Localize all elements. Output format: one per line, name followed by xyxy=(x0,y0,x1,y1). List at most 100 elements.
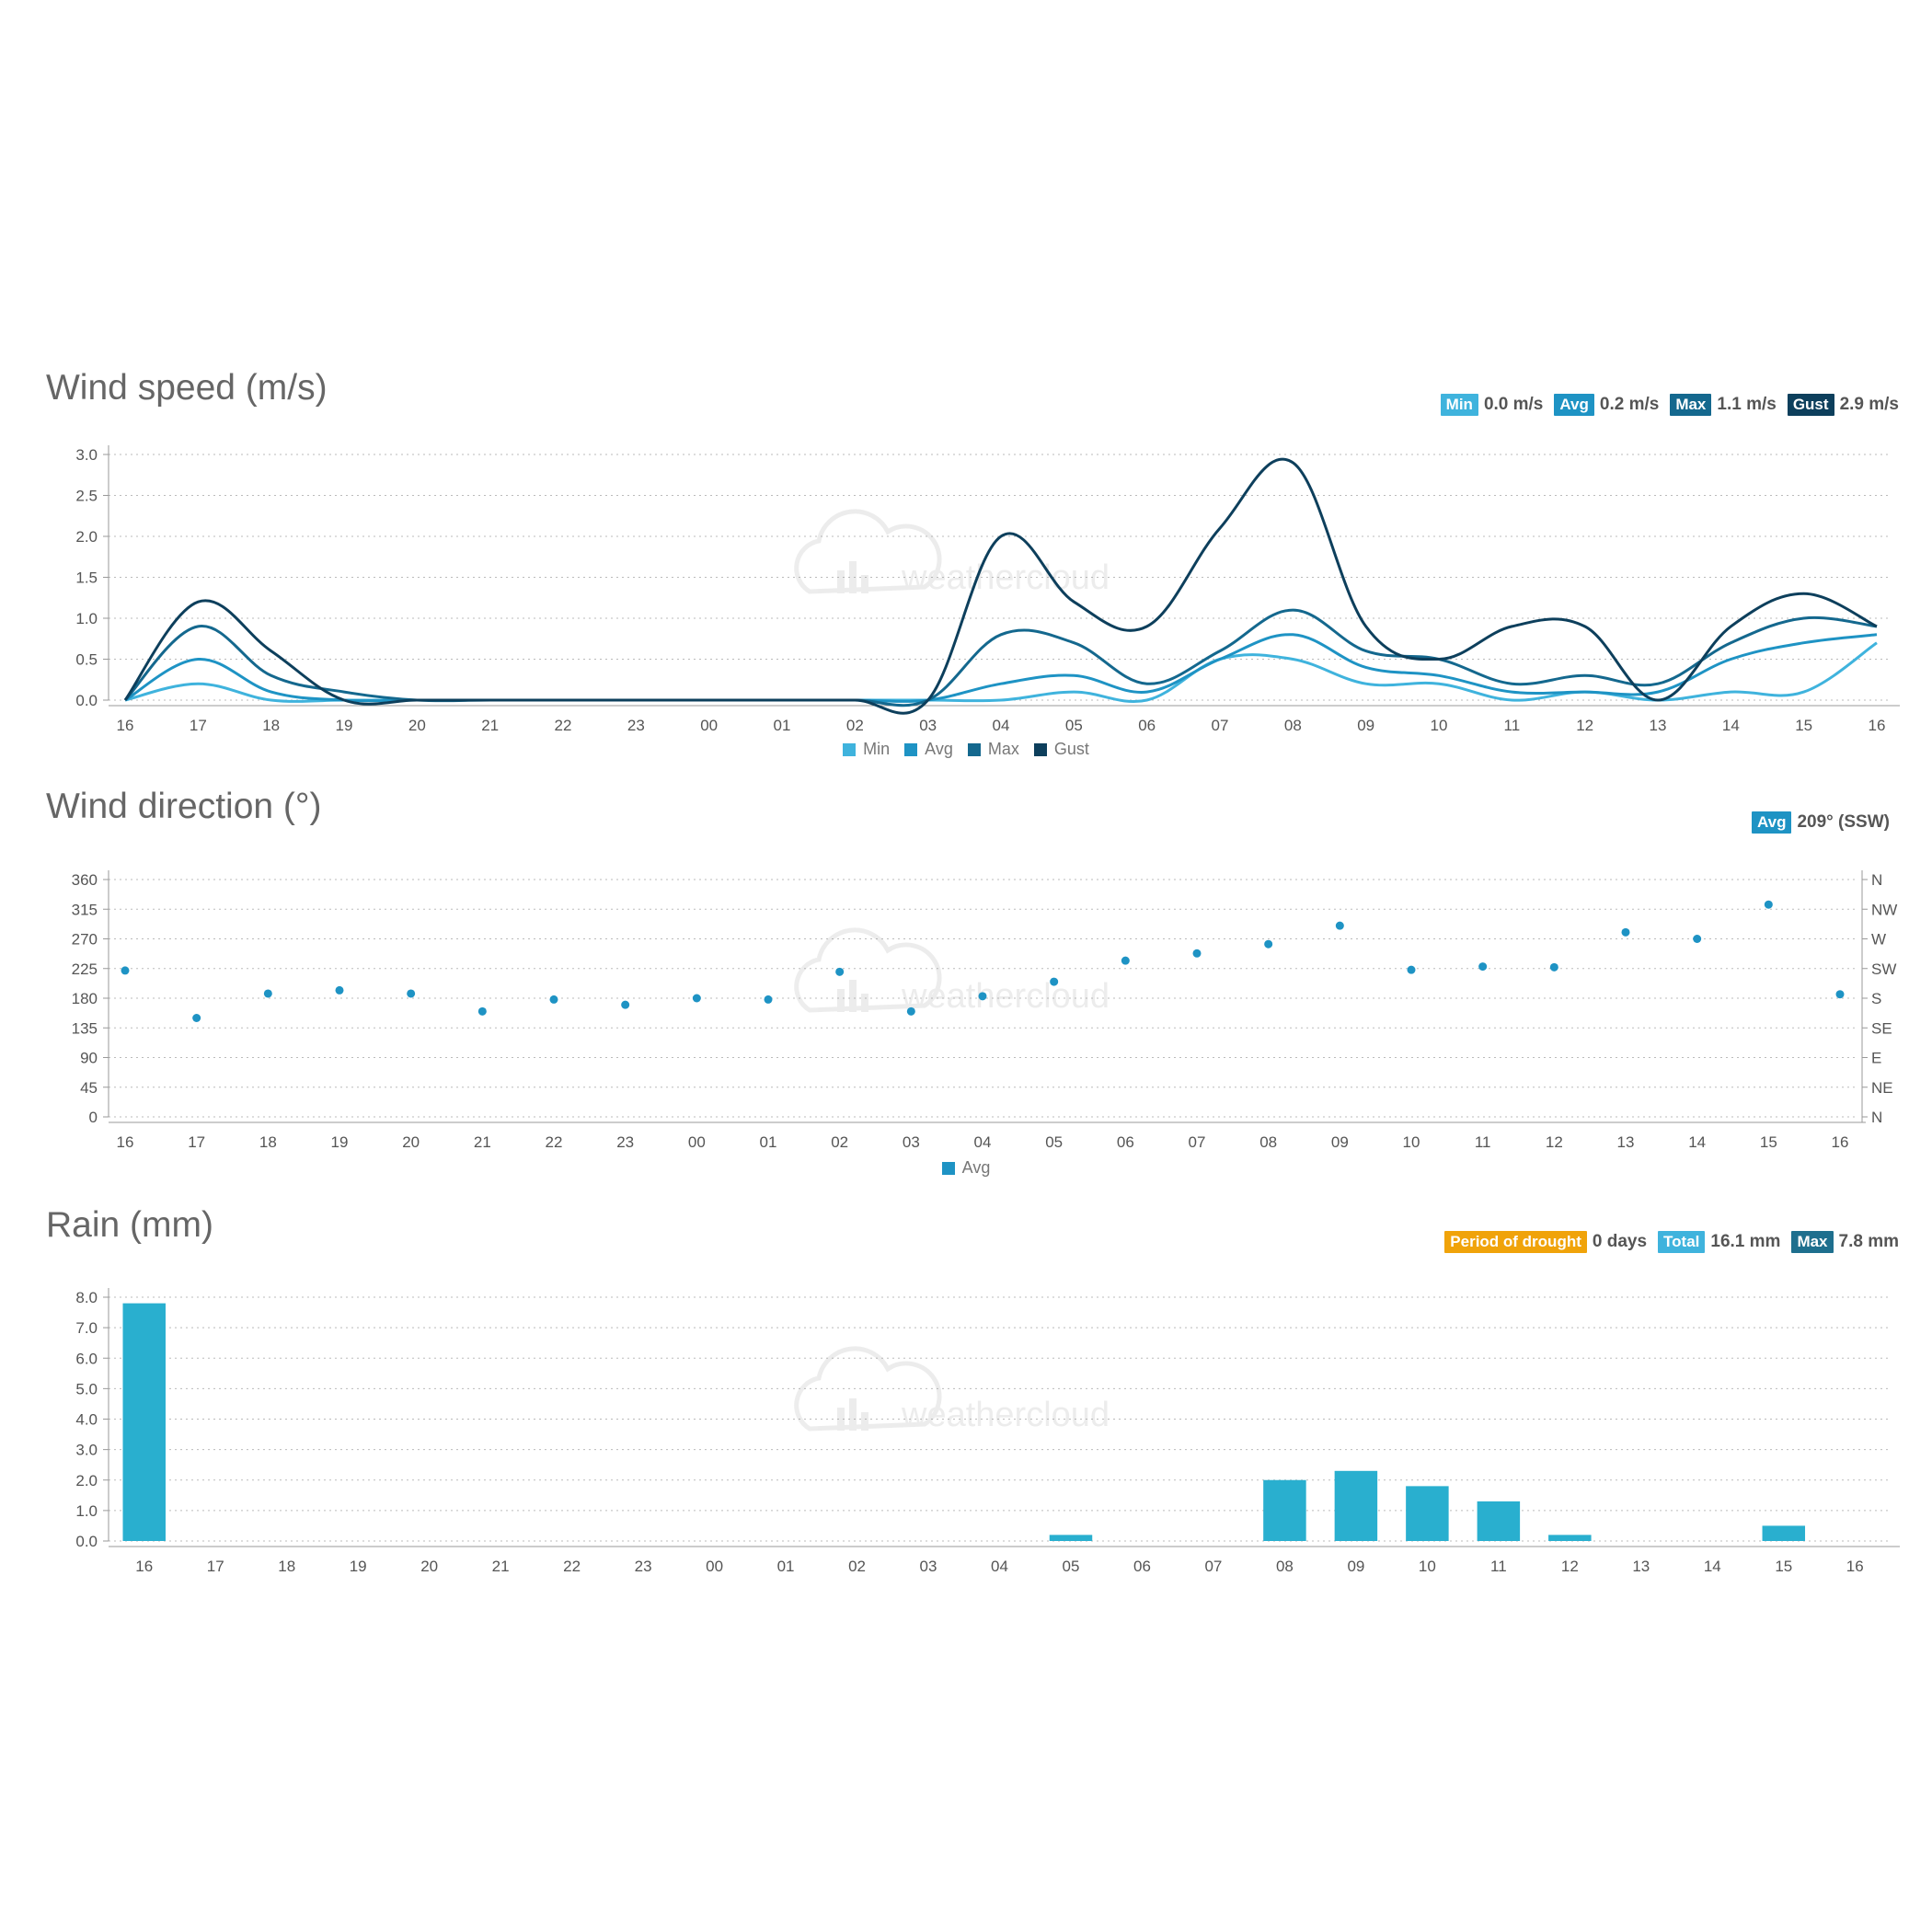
dir-point[interactable] xyxy=(121,966,130,975)
dir-xtick-label: 17 xyxy=(188,1133,205,1151)
rain-bar[interactable] xyxy=(1762,1525,1806,1541)
rain-xtick-label: 13 xyxy=(1632,1558,1650,1575)
speed-xtick-label: 05 xyxy=(1065,717,1083,734)
wind-direction-stats: Avg 209° (SSW) xyxy=(1741,811,1890,834)
dir-point[interactable] xyxy=(1764,900,1773,909)
speed-ytick-label: 0.0 xyxy=(75,692,98,709)
stat-total-badge: Total xyxy=(1658,1231,1706,1253)
watermark-bar xyxy=(837,1408,845,1431)
stat-gust: Gust 2.9 m/s xyxy=(1787,394,1899,416)
stat-gust-value: 2.9 m/s xyxy=(1839,395,1899,414)
dir-point[interactable] xyxy=(906,1006,915,1016)
dir-xtick-label: 15 xyxy=(1760,1133,1777,1151)
rain-bar[interactable] xyxy=(1548,1535,1592,1541)
rain-xtick-label: 02 xyxy=(848,1558,866,1575)
legend-dir-avg[interactable]: Avg xyxy=(941,1158,990,1178)
dir-ytick-label: 0 xyxy=(89,1109,98,1126)
speed-xtick-label: 06 xyxy=(1138,717,1156,734)
stat-min-value: 0.0 m/s xyxy=(1483,395,1544,414)
dir-xtick-label: 00 xyxy=(688,1133,706,1151)
dir-point[interactable] xyxy=(1407,965,1416,974)
legend-avg[interactable]: Avg xyxy=(904,740,953,759)
rain-ytick-label: 5.0 xyxy=(75,1380,98,1397)
dir-point[interactable] xyxy=(621,1000,630,1009)
legend-max[interactable]: Max xyxy=(967,740,1019,759)
speed-xtick-label: 14 xyxy=(1722,717,1740,734)
rain-bar[interactable] xyxy=(1334,1470,1378,1541)
dir-point[interactable] xyxy=(477,1006,487,1016)
rain-watermark: weathercloud xyxy=(794,1346,1110,1434)
speed-xtick-label: 00 xyxy=(700,717,718,734)
dir-point[interactable] xyxy=(407,989,416,998)
stat-avg: Avg 0.2 m/s xyxy=(1554,394,1659,416)
dir-point[interactable] xyxy=(1693,935,1702,943)
dir-point[interactable] xyxy=(835,967,845,976)
stat-rain-max-badge: Max xyxy=(1791,1231,1834,1253)
speed-xtick-label: 13 xyxy=(1650,717,1667,734)
rain-xtick-label: 17 xyxy=(207,1558,224,1575)
speed-xtick-label: 22 xyxy=(555,717,572,734)
legend-gust[interactable]: Gust xyxy=(1033,740,1089,759)
rain-bar[interactable] xyxy=(1477,1501,1521,1541)
wind-speed-legend: Min Avg Max Gust xyxy=(0,740,1932,759)
speed-watermark: weathercloud xyxy=(794,509,1110,597)
dir-point[interactable] xyxy=(1050,977,1059,986)
rain-ytick-label: 3.0 xyxy=(75,1442,98,1459)
legend-min[interactable]: Min xyxy=(843,740,890,759)
rain-xtick-label: 04 xyxy=(991,1558,1008,1575)
wind-direction-legend: Avg xyxy=(0,1158,1932,1178)
rain-xtick-label: 16 xyxy=(135,1558,153,1575)
dir-point[interactable] xyxy=(978,992,987,1001)
dir-point[interactable] xyxy=(764,995,773,1004)
speed-ytick-label: 2.5 xyxy=(75,488,98,505)
watermark-text: weathercloud xyxy=(901,1396,1110,1434)
watermark-text: weathercloud xyxy=(901,977,1110,1016)
speed-xtick-label: 02 xyxy=(846,717,864,734)
dir-compass-label: S xyxy=(1871,990,1881,1007)
rain-xtick-label: 11 xyxy=(1490,1558,1507,1575)
dir-xtick-label: 11 xyxy=(1475,1133,1491,1151)
watermark-bar xyxy=(861,575,868,593)
speed-series-avg-line[interactable] xyxy=(124,633,1878,703)
speed-xtick-label: 19 xyxy=(336,717,353,734)
rain-xtick-label: 06 xyxy=(1133,1558,1151,1575)
dir-point[interactable] xyxy=(549,995,558,1004)
speed-ytick-label: 1.0 xyxy=(75,610,98,627)
rain-xtick-label: 09 xyxy=(1347,1558,1364,1575)
rain-xtick-label: 03 xyxy=(920,1558,937,1575)
dir-point[interactable] xyxy=(1121,956,1130,965)
rain-xtick-label: 01 xyxy=(777,1558,795,1575)
watermark-text: weathercloud xyxy=(901,558,1110,597)
rain-xtick-label: 07 xyxy=(1204,1558,1222,1575)
stat-avg-badge: Avg xyxy=(1554,394,1594,416)
stat-avg-value: 0.2 m/s xyxy=(1599,395,1660,414)
dir-point[interactable] xyxy=(335,985,344,995)
rain-bar[interactable] xyxy=(1263,1479,1306,1541)
dir-xtick-label: 06 xyxy=(1117,1133,1134,1151)
dir-watermark: weathercloud xyxy=(794,927,1110,1016)
dir-point[interactable] xyxy=(192,1014,201,1022)
dir-point[interactable] xyxy=(1621,927,1630,937)
rain-bar[interactable] xyxy=(122,1303,166,1541)
dir-xtick-label: 09 xyxy=(1331,1133,1349,1151)
dir-point[interactable] xyxy=(1835,990,1845,999)
dir-point[interactable] xyxy=(1335,921,1344,930)
legend-max-label: Max xyxy=(987,740,1019,758)
dir-point[interactable] xyxy=(1549,962,1558,972)
speed-series-gust-line[interactable] xyxy=(123,457,1878,715)
dir-point[interactable] xyxy=(1264,939,1273,949)
rain-bar[interactable] xyxy=(1049,1535,1093,1541)
dir-ytick-label: 135 xyxy=(72,1019,98,1037)
dir-point[interactable] xyxy=(1478,962,1488,972)
dir-ytick-label: 225 xyxy=(72,960,98,978)
speed-xtick-label: 07 xyxy=(1212,717,1229,734)
rain-xtick-label: 15 xyxy=(1775,1558,1792,1575)
rain-xtick-label: 21 xyxy=(492,1558,510,1575)
dir-point[interactable] xyxy=(1192,949,1202,958)
watermark-bar xyxy=(861,994,868,1012)
dir-point[interactable] xyxy=(692,994,701,1003)
stat-total: Total 16.1 mm xyxy=(1658,1231,1780,1253)
cloud-icon xyxy=(794,927,942,1013)
dir-point[interactable] xyxy=(263,989,272,998)
rain-bar[interactable] xyxy=(1406,1486,1449,1541)
